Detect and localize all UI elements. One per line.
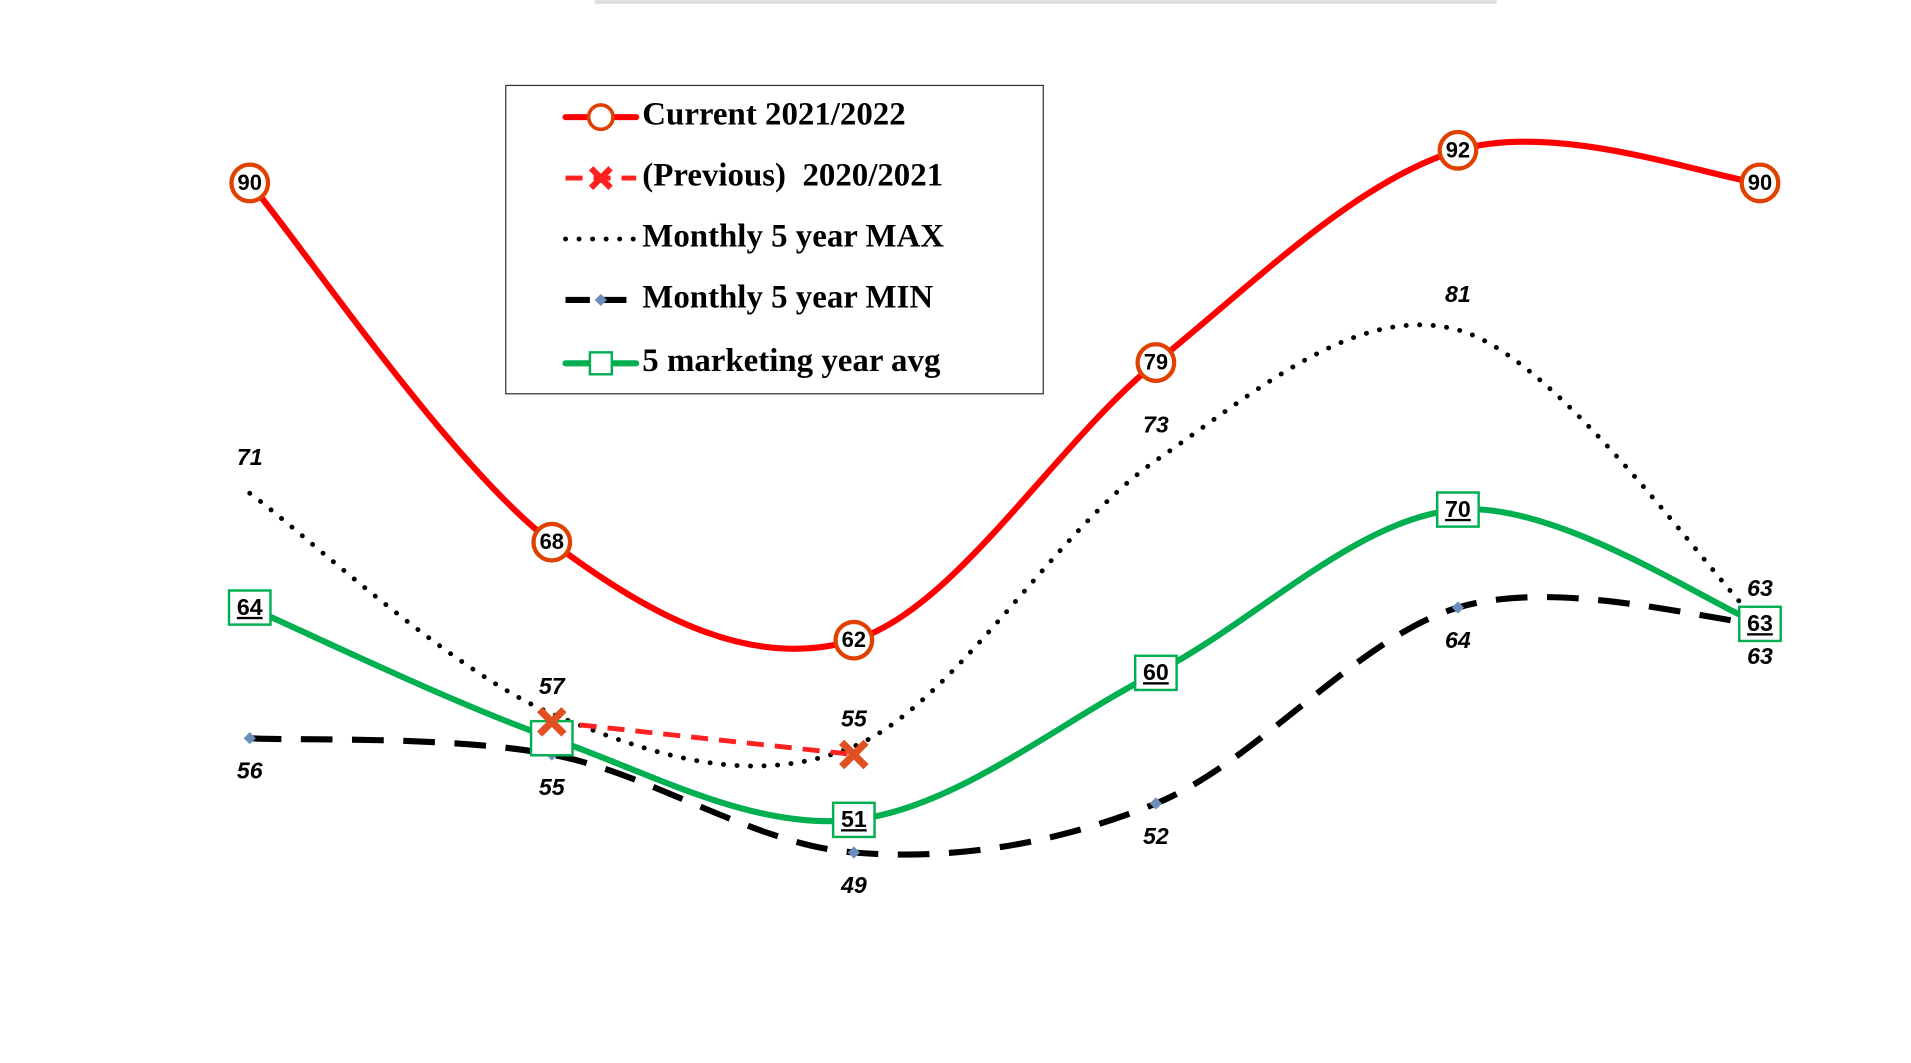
legend-label: Current 2021/2022 xyxy=(642,97,905,133)
data-label: 68 xyxy=(540,529,564,554)
data-label: 90 xyxy=(1748,170,1772,195)
data-label: 71 xyxy=(237,444,263,470)
series-line xyxy=(249,594,1761,858)
data-label: 92 xyxy=(1446,137,1470,162)
data-label: 56 xyxy=(237,757,263,783)
marker xyxy=(243,732,256,745)
data-label: 90 xyxy=(238,170,262,195)
legend-box xyxy=(505,84,1044,395)
marker xyxy=(1435,491,1480,528)
legend-label: 5 marketing year avg xyxy=(642,343,941,379)
marker xyxy=(1133,654,1178,692)
legend-label: (Previous) 2020/2021 xyxy=(642,158,943,194)
data-label: 64 xyxy=(1445,627,1471,653)
marker xyxy=(1437,129,1479,171)
marker xyxy=(1739,162,1781,204)
marker xyxy=(839,739,869,770)
data-label: 63 xyxy=(1747,643,1773,669)
data-label: 49 xyxy=(840,872,867,898)
data-label: 64 xyxy=(237,594,263,620)
data-label: 63 xyxy=(1747,610,1773,636)
data-label: 57 xyxy=(539,673,566,699)
legend-label: Monthly 5 year MIN xyxy=(642,279,933,315)
data-label: 51 xyxy=(841,806,867,832)
series-line xyxy=(247,322,1763,769)
data-label: 52 xyxy=(1143,823,1169,849)
marker xyxy=(847,846,860,859)
data-label: 55 xyxy=(539,774,566,800)
data-label: 73 xyxy=(1143,412,1169,438)
series-line xyxy=(246,506,1764,825)
data-label: 62 xyxy=(842,627,866,652)
marker xyxy=(1738,605,1782,643)
legend-label: Monthly 5 year MAX xyxy=(642,219,944,255)
legend-marker xyxy=(594,293,607,307)
data-label: 63 xyxy=(1747,575,1773,601)
series-line xyxy=(551,719,855,757)
top-strip xyxy=(594,0,1497,4)
marker xyxy=(227,589,272,626)
legend-marker xyxy=(586,103,615,132)
data-label: 79 xyxy=(1144,350,1168,375)
marker xyxy=(229,162,271,204)
legend-marker xyxy=(588,166,613,190)
marker xyxy=(1135,342,1177,383)
marker xyxy=(537,707,567,737)
data-label: 60 xyxy=(1143,659,1169,685)
data-label: 55 xyxy=(841,706,868,732)
data-label: 81 xyxy=(1445,281,1471,307)
marker xyxy=(833,619,875,661)
data-label: 70 xyxy=(1445,496,1471,522)
marker xyxy=(831,801,876,839)
marker xyxy=(531,521,573,563)
marker xyxy=(1451,601,1465,614)
legend-marker xyxy=(588,351,614,376)
marker xyxy=(1149,797,1162,810)
